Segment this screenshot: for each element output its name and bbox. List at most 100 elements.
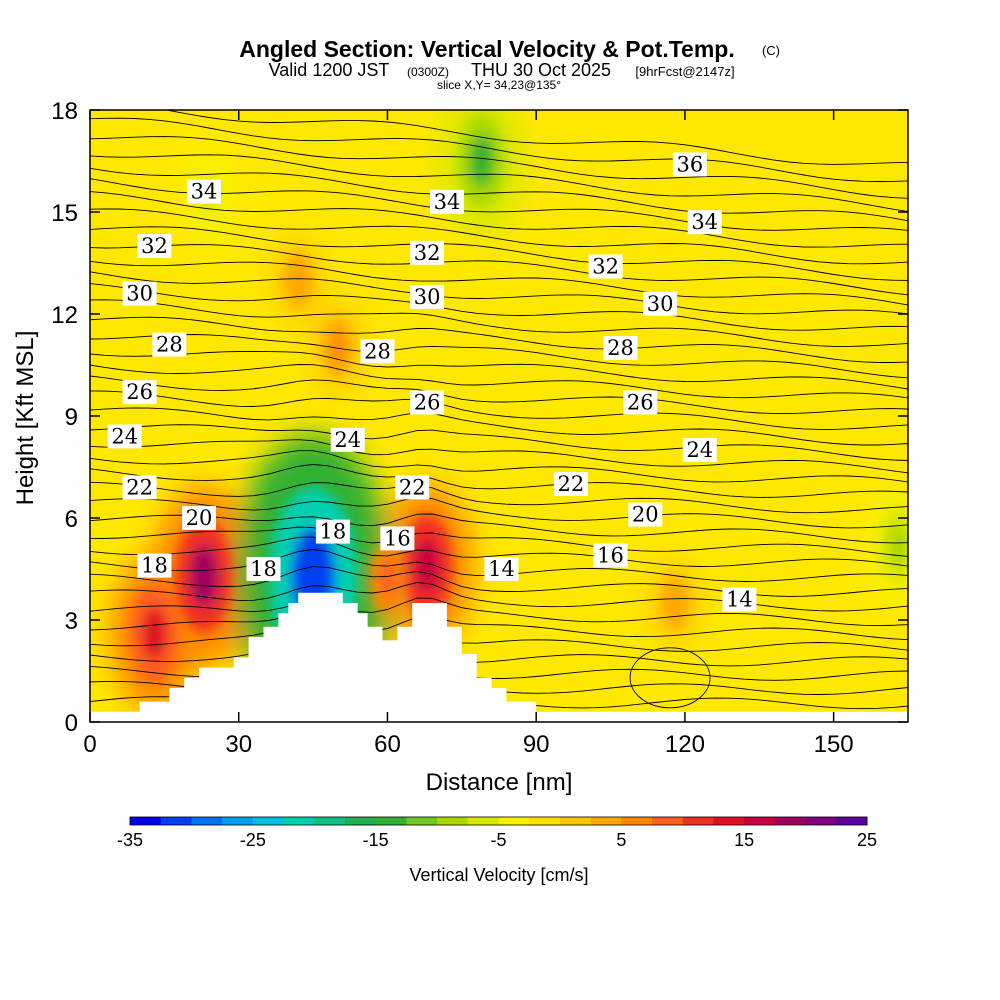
contour-label-box	[182, 506, 217, 530]
contour-label-text: 28	[607, 336, 634, 360]
contour-label-text: 30	[647, 292, 674, 316]
contour-label: 22	[122, 475, 157, 500]
contour-label: 28	[152, 332, 187, 357]
colorbar-swatch	[191, 817, 223, 825]
contour-label-text: 26	[414, 390, 441, 414]
potential-temperature-contour	[90, 283, 908, 331]
contour-label-box	[682, 438, 717, 462]
contour-label-text: 22	[399, 475, 426, 499]
contour-label: 26	[623, 390, 658, 415]
potential-temperature-contour	[90, 536, 908, 567]
utc-time: (0300Z)	[407, 65, 449, 79]
potential-temperature-contour	[90, 597, 908, 627]
colorbar-tick-label: 5	[616, 830, 626, 850]
potential-temperature-contour	[90, 316, 908, 363]
potential-temperature-contour	[90, 154, 908, 212]
contour-label: 26	[122, 380, 157, 405]
potential-temperature-contour	[90, 191, 908, 248]
contour-label: 30	[643, 291, 678, 316]
contour-label-box	[330, 427, 365, 452]
colorbar-swatch	[283, 817, 315, 825]
potential-temperature-contour	[90, 450, 908, 483]
colorbar-swatch	[222, 817, 254, 825]
colorbar-swatch	[375, 817, 407, 825]
contour-label-box	[187, 179, 222, 204]
contour-label: 24	[107, 424, 142, 449]
x-tick-label: 120	[665, 731, 705, 758]
contour-label-box	[672, 152, 707, 177]
contour-label: 16	[380, 526, 415, 551]
colorbar-tick-label: 15	[734, 830, 754, 850]
potential-temperature-contour	[90, 136, 908, 199]
contour-label: 20	[628, 503, 663, 527]
potential-temperature-contour	[90, 581, 908, 612]
x-tick-label: 90	[523, 731, 550, 758]
contour-label: 16	[593, 543, 628, 568]
contour-label: 36	[672, 152, 707, 177]
contour-label-text: 18	[141, 554, 168, 578]
contour-label-box	[553, 472, 588, 496]
contour-label-text: 16	[597, 543, 624, 567]
contour-label-box	[137, 553, 172, 578]
contour-label-box	[623, 390, 658, 415]
contour-label-text: 34	[191, 180, 218, 204]
potential-temperature-contour	[90, 334, 908, 379]
potential-temperature-contour	[90, 481, 908, 514]
potential-temperature-contour	[90, 566, 908, 597]
contour-label-box	[484, 557, 519, 581]
contour-label-text: 28	[364, 339, 391, 363]
contour-label: 26	[410, 390, 445, 415]
contour-label-box	[593, 543, 628, 568]
contour-label: 22	[553, 472, 588, 496]
colorbar-tick-label: -5	[490, 830, 506, 850]
colorbar-swatch	[713, 817, 745, 825]
y-tick-label: 3	[65, 608, 78, 635]
contour-label-text: 36	[676, 152, 703, 176]
x-tick-label: 60	[374, 731, 401, 758]
potential-temperature-contour	[90, 375, 908, 415]
contour-label: 14	[722, 587, 757, 612]
contour-label-text: 34	[434, 190, 461, 214]
contour-label-text: 14	[488, 557, 515, 581]
potential-temperature-contour	[90, 424, 908, 461]
contour-label: 24	[330, 427, 365, 452]
potential-temperature-contour	[90, 364, 908, 399]
contour-label: 30	[410, 285, 445, 309]
contour-label-text: 20	[632, 503, 659, 527]
potential-temperature-contour	[90, 260, 908, 306]
potential-temperature-contour	[90, 407, 908, 446]
colorbar-swatch	[406, 817, 438, 825]
potential-temperature-contour	[90, 117, 908, 182]
contour-label: 30	[122, 281, 157, 306]
updraft-core	[378, 559, 397, 599]
y-tick-label: 15	[51, 200, 78, 227]
colorbar-swatch	[529, 817, 561, 825]
contour-label-box	[315, 519, 350, 544]
potential-temperature-contour	[90, 496, 908, 529]
contour-label: 14	[484, 557, 519, 581]
x-axis-label: Distance [nm]	[426, 769, 573, 796]
contour-label-text: 30	[126, 282, 153, 306]
colorbar-swatch	[467, 817, 499, 825]
potential-temperature-contour	[90, 351, 908, 390]
colorbar-swatch	[590, 817, 622, 825]
colorbar-tick-label: 25	[857, 830, 877, 850]
updraft-core	[291, 265, 305, 295]
potential-temperature-contour	[629, 647, 711, 709]
colorbar-label: Vertical Velocity [cm/s]	[409, 865, 588, 885]
colorbar-swatch	[130, 817, 162, 825]
contour-label-box	[643, 291, 678, 316]
contour-label: 18	[137, 553, 172, 578]
valid-date: THU 30 Oct 2025	[471, 60, 611, 80]
terrain	[90, 592, 908, 722]
colorbar-swatch	[805, 817, 837, 825]
y-tick-label: 9	[65, 404, 78, 431]
y-axis-label: Height [Kft MSL]	[12, 331, 39, 506]
potential-temperature-contour	[164, 110, 908, 165]
colorbar-swatch	[744, 817, 776, 825]
colorbar-swatch	[836, 817, 868, 825]
contour-label-box	[380, 526, 415, 551]
contour-label-box	[246, 557, 281, 581]
contour-label-box	[137, 234, 172, 258]
